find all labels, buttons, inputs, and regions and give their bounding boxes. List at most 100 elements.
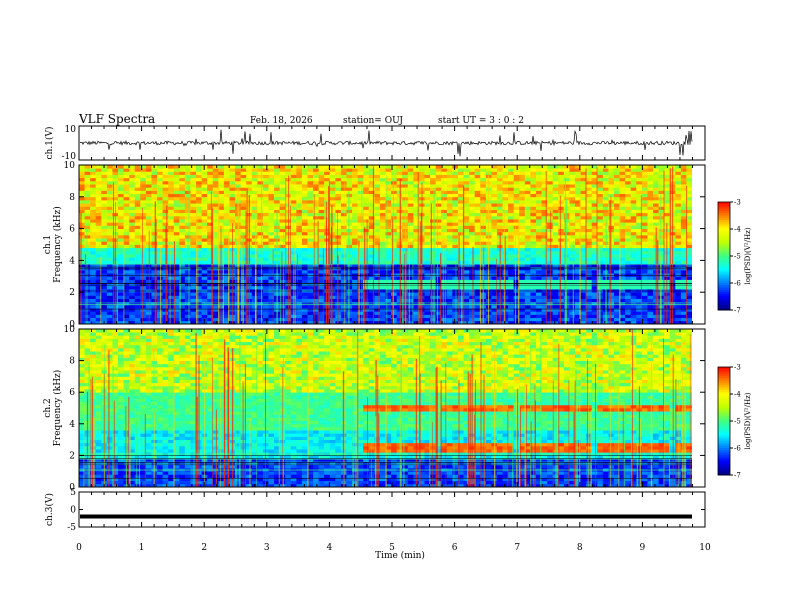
spectrogram-cell <box>452 228 459 233</box>
spectrogram-cell <box>296 250 303 255</box>
spectrogram-cell <box>101 203 108 207</box>
spectrogram-cell <box>580 285 587 290</box>
spectrogram-cell <box>519 206 526 210</box>
spectrogram-cell <box>123 219 130 223</box>
spectrogram-cell <box>402 171 409 175</box>
spectrogram-cell <box>457 298 464 303</box>
spectrogram-cell <box>151 212 158 217</box>
spectrogram-cell <box>279 238 286 242</box>
spectrogram-cell <box>535 250 542 255</box>
spectrogram-cell <box>296 234 303 239</box>
spectrogram-cell <box>424 174 431 179</box>
spectrogram-cell <box>106 301 113 306</box>
spectrogram-cell <box>474 190 481 195</box>
spectrogram-cell <box>223 276 230 280</box>
spectrogram-cell <box>508 203 515 207</box>
spectrogram-cell <box>407 273 414 277</box>
spectrogram-cell <box>608 314 615 319</box>
spectrogram-cell <box>268 320 275 325</box>
spectrogram-cell <box>535 273 542 277</box>
spectrogram-cell <box>129 244 136 249</box>
spectrogram-cell <box>591 273 598 277</box>
spectrogram-cell <box>145 215 152 220</box>
spectrogram-cell <box>452 219 459 223</box>
spectrogram-cell <box>218 196 225 201</box>
spectrogram-cell <box>118 212 124 217</box>
spectrogram-cell <box>413 234 420 239</box>
spectrogram-cell <box>307 222 314 226</box>
spectrogram-cell <box>530 311 537 315</box>
spectrogram-cell <box>574 269 581 274</box>
spectrogram-cell <box>430 165 437 169</box>
spectrogram-cell <box>547 168 554 172</box>
spectrogram-cell <box>591 187 598 191</box>
spectrogram-cell <box>101 317 108 322</box>
spectrogram-cell <box>519 222 526 226</box>
spectrogram-cell <box>212 187 219 191</box>
spectrogram-cell <box>307 273 314 277</box>
spectrogram-cell <box>307 238 314 242</box>
spectrogram-cell <box>374 304 381 309</box>
spectrogram-cell <box>212 228 219 233</box>
spectrogram-cell <box>352 285 359 290</box>
spectrogram-cell <box>313 206 320 210</box>
spectrogram-cell <box>262 257 269 261</box>
spectrogram-cell <box>357 320 364 325</box>
spectrogram-cell <box>123 196 130 201</box>
spectrogram-cell <box>368 279 375 284</box>
spectrogram-cell <box>218 171 225 175</box>
spectrogram-cell <box>134 206 141 210</box>
spectrogram-cell <box>251 199 258 204</box>
spectrogram-cell <box>196 279 202 284</box>
spectrogram-cell <box>457 241 464 245</box>
spectrogram-cell <box>129 171 136 175</box>
spectrogram-cell <box>324 254 331 258</box>
spectrogram-cell <box>457 279 464 284</box>
spectrogram-cell <box>535 285 542 290</box>
spectrogram-cell <box>407 206 414 210</box>
spectrogram-cell <box>385 184 392 188</box>
spectrogram-cell <box>179 276 186 280</box>
spectrogram-cell <box>569 263 576 268</box>
spectrogram-cell <box>340 193 347 198</box>
spectrogram-cell <box>452 190 459 195</box>
spectrogram-cell <box>296 279 303 284</box>
spectrogram-cell <box>541 187 548 191</box>
spectrogram-cell <box>547 222 554 226</box>
spectrogram-cell <box>435 257 442 261</box>
spectrogram-cell <box>290 187 297 191</box>
spectrogram-cell <box>391 199 398 204</box>
spectrogram-cell <box>90 177 97 182</box>
spectrogram-cell <box>424 199 431 204</box>
spectrogram-cell <box>430 250 437 255</box>
spectrogram-cell <box>363 285 370 290</box>
spectrogram-cell <box>106 254 113 258</box>
spectrogram-cell <box>424 250 431 255</box>
spectrogram-cell <box>441 314 448 319</box>
spectrogram-cell <box>106 212 113 217</box>
spectrogram-cell <box>173 260 180 264</box>
spectrogram-cell <box>391 257 398 261</box>
spectrogram-cell <box>157 241 163 245</box>
spectrogram-cell <box>524 320 531 325</box>
spectrogram-cell <box>574 244 581 249</box>
spectrogram-cell <box>513 187 520 191</box>
spectrogram-cell <box>535 247 542 252</box>
spectrogram-cell <box>90 285 97 290</box>
spectrogram-cell <box>524 314 531 319</box>
spectrogram-cell <box>79 206 85 210</box>
spectrogram-cell <box>580 209 587 214</box>
spectrogram-cell <box>391 165 398 169</box>
spectrogram-cell <box>608 219 615 223</box>
spectrogram-cell <box>279 257 286 261</box>
spectrogram-cell <box>196 228 202 233</box>
spectrogram-cell <box>508 165 515 169</box>
spectrogram-cell <box>251 171 258 175</box>
spectrogram-cell <box>591 203 598 207</box>
spectrogram-cell <box>140 241 147 245</box>
spectrogram-cell <box>157 209 163 214</box>
spectrogram-cell <box>535 282 542 287</box>
spectrogram-cell <box>552 244 559 249</box>
spectrogram-cell <box>318 244 325 249</box>
spectrogram-cell <box>279 234 286 239</box>
